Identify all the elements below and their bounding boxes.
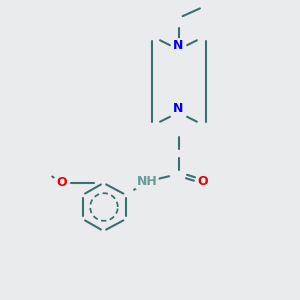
Text: N: N (173, 39, 184, 52)
Text: O: O (56, 176, 67, 190)
Text: N: N (173, 102, 184, 116)
Text: O: O (197, 175, 208, 188)
Text: NH: NH (136, 175, 158, 188)
